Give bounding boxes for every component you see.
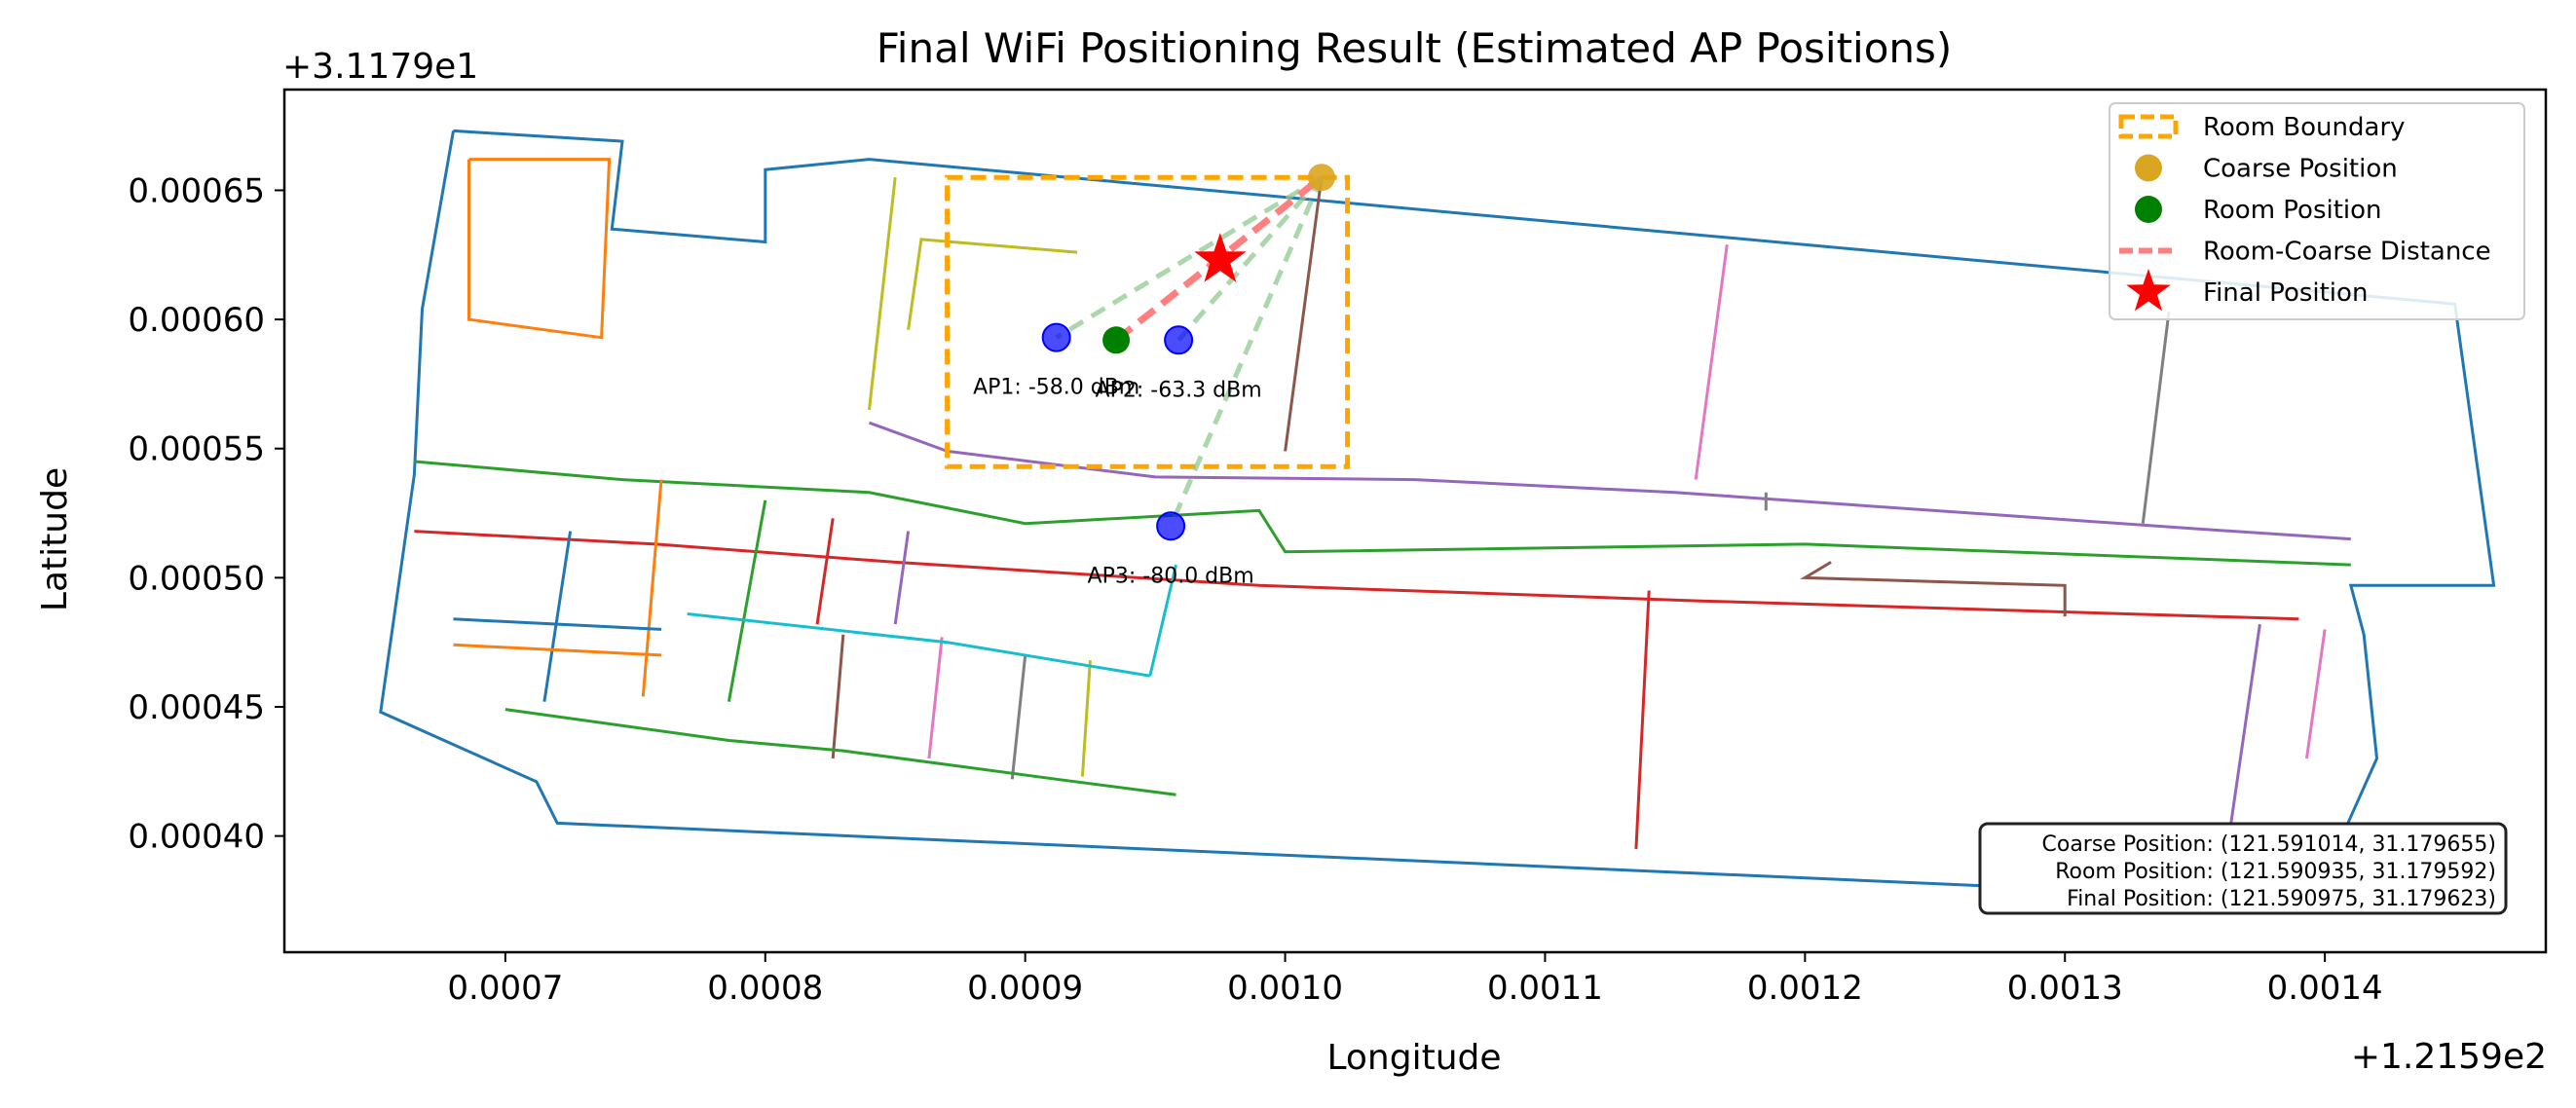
floorplan-wall [2305,629,2327,759]
ap-label: AP1: -58.0 dBm [973,376,1139,400]
y-tick-label: 0.00050 [128,559,265,598]
ap-marker [1156,511,1186,541]
x-tick-label: 0.0007 [447,969,563,1008]
floorplan-wall [893,531,911,625]
floorplan-wall [467,158,612,340]
floorplan-wall [414,530,2299,621]
x-tick-label: 0.0010 [1227,969,1343,1008]
floorplan-wall [1010,654,1027,780]
legend-frame [2109,102,2525,320]
x-tick-label: 0.0013 [2007,969,2123,1008]
x-tick-label: 0.0009 [967,969,1083,1008]
floorplan-wall [927,637,944,759]
floorplan-wall [727,499,767,702]
floorplan-wall [1284,177,1324,452]
y-tick-label: 0.00045 [128,688,265,727]
x-tick-label: 0.0012 [1747,969,1863,1008]
y-axis-label: Latitude [35,467,75,611]
floorplan-wall [453,643,662,657]
info-line: Coarse Position: (121.591014, 31.179655) [2042,832,2497,857]
floorplan-wall [1148,564,1177,677]
legend-room-boundary-swatch [2118,114,2179,139]
x-offset-label: +1.2159e2 [2351,1037,2547,1077]
ap-label: AP3: -80.0 dBm [1088,564,1254,588]
legend-label: Final Position [2203,278,2368,308]
x-axis-label: Longitude [1326,1038,1501,1078]
coarse-position-marker [1307,164,1335,192]
floorplan-wall [1080,660,1092,777]
y-offset-label: +3.1179e1 [282,47,478,87]
room-position-marker [1102,326,1131,354]
info-line: Room Position: (121.590935, 31.179592) [2055,860,2496,884]
x-tick-label: 0.0008 [707,969,823,1008]
floorplan-wall [641,479,663,697]
ap-link-line [1168,176,1325,528]
floorplan-wall [815,518,835,625]
chart-title: Final WiFi Positioning Result (Estimated… [877,24,1953,72]
info-box: Coarse Position: (121.591014, 31.179655)… [1978,822,2508,915]
legend-label: Room-Coarse Distance [2203,238,2491,267]
legend-marker-circle [2135,154,2162,182]
y-tick-label: 0.00065 [128,171,265,210]
legend-marker-circle [2135,196,2162,223]
legend-star-marker [2126,269,2171,312]
info-box-frame [1978,822,2508,915]
floorplan-wall [831,634,845,759]
floorplan-wall [1694,244,1729,480]
ap-marker [1041,322,1071,352]
axes: 0.0007 0.0008 0.0009 0.0010 0.0011 0.0012 0.00… [128,88,2548,1008]
info-line: Final Position: (121.590975, 31.179623) [2067,887,2496,911]
final-position-marker [1194,233,1247,282]
ap-label: AP2: -63.3 dBm [1096,378,1262,402]
floorplan-wall [868,177,897,411]
x-tick-label: 0.0014 [2267,969,2383,1008]
ap-link-line [1055,175,1324,340]
axes-frame [282,88,2548,954]
floorplan-wall [2141,311,2171,524]
legend-label: Room Position [2203,196,2382,225]
floorplan-wall [379,129,2496,895]
y-tick-label: 0.00055 [128,430,265,469]
x-tick-label: 0.0011 [1487,969,1603,1008]
floorplan-wall [453,617,662,631]
floorplan-wall [687,612,1151,678]
legend-label: Coarse Position [2203,155,2398,184]
floorplan-wall [1800,561,2067,617]
floorplan-wall [1634,590,1651,849]
floorplan-wall [542,531,573,702]
y-tick-label: 0.00040 [128,818,265,857]
legend-label: Room Boundary [2203,113,2406,142]
ap-link-line [1176,175,1324,342]
room-boundary [945,174,1351,469]
floorplan-wall [907,238,1078,330]
legend: Room Boundary Coarse Position Room Positio… [2109,102,2525,320]
floorplan-wall [504,708,1176,796]
y-tick-label: 0.00060 [128,301,265,340]
floorplan-wall [414,460,2351,567]
ap-marker [1164,325,1194,355]
